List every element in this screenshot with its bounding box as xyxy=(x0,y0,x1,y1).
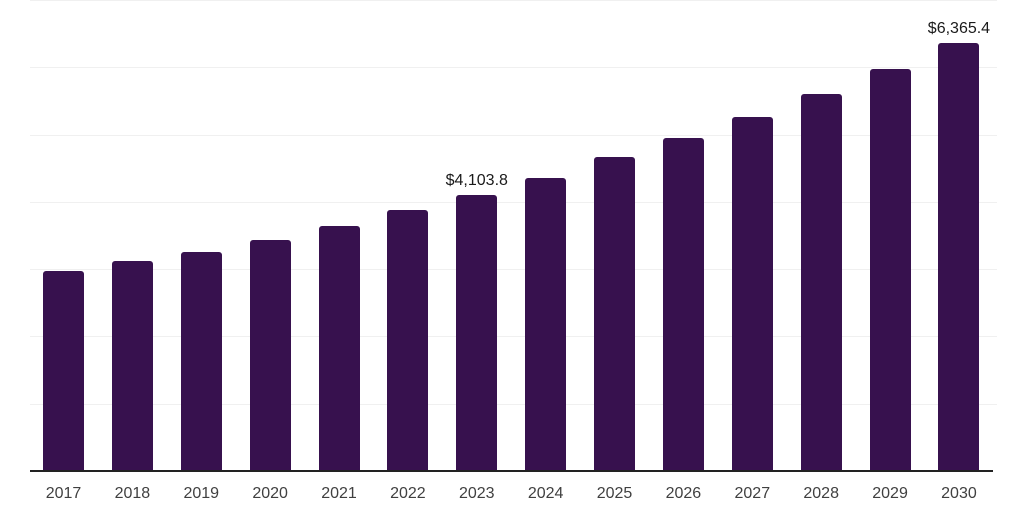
bar-2026 xyxy=(662,137,704,471)
bar-2023 xyxy=(456,194,498,471)
x-tick-label-2017: 2017 xyxy=(45,485,82,502)
bar-2018 xyxy=(111,261,153,471)
bar-2017 xyxy=(43,270,84,471)
x-tick-label-2029: 2029 xyxy=(872,485,908,502)
x-tick-label-2025: 2025 xyxy=(596,485,633,502)
bar-2029 xyxy=(869,69,911,471)
gridline-6000 xyxy=(30,67,997,69)
x-tick-label-2020: 2020 xyxy=(252,485,288,502)
gridline-2000 xyxy=(30,336,997,338)
bar-2022 xyxy=(387,210,429,471)
bar-2028 xyxy=(800,93,842,471)
x-tick-label-2026: 2026 xyxy=(665,485,702,502)
x-tick-label-2022: 2022 xyxy=(390,485,426,502)
x-tick-label-2027: 2027 xyxy=(734,485,771,502)
gridline-1000 xyxy=(30,403,997,405)
bar-2021 xyxy=(318,226,360,471)
x-tick-label-2030: 2030 xyxy=(941,485,977,502)
bar-2019 xyxy=(180,252,222,471)
x-tick-label-2021: 2021 xyxy=(321,485,357,502)
bar-2030 xyxy=(938,42,980,471)
x-axis-line xyxy=(30,470,993,472)
bar-2024 xyxy=(525,177,567,471)
value-label-2023: $4,103.8 xyxy=(445,171,508,189)
gridline-7000 xyxy=(30,0,997,1)
x-tick-label-2019: 2019 xyxy=(183,485,220,502)
x-tick-label-2018: 2018 xyxy=(114,485,151,502)
bar-2025 xyxy=(594,157,636,471)
bar-2020 xyxy=(249,239,291,471)
gridline-5000 xyxy=(30,134,997,136)
bar-2027 xyxy=(731,116,773,471)
gridline-3000 xyxy=(30,269,997,271)
gridline-4000 xyxy=(30,201,997,203)
value-label-2030: $6,365.4 xyxy=(927,19,991,37)
x-tick-label-2028: 2028 xyxy=(803,485,839,502)
x-tick-label-2023: 2023 xyxy=(458,485,495,502)
x-tick-label-2024: 2024 xyxy=(527,485,564,502)
plot-area: $4,103.8 $6,365.4 xyxy=(30,0,997,471)
